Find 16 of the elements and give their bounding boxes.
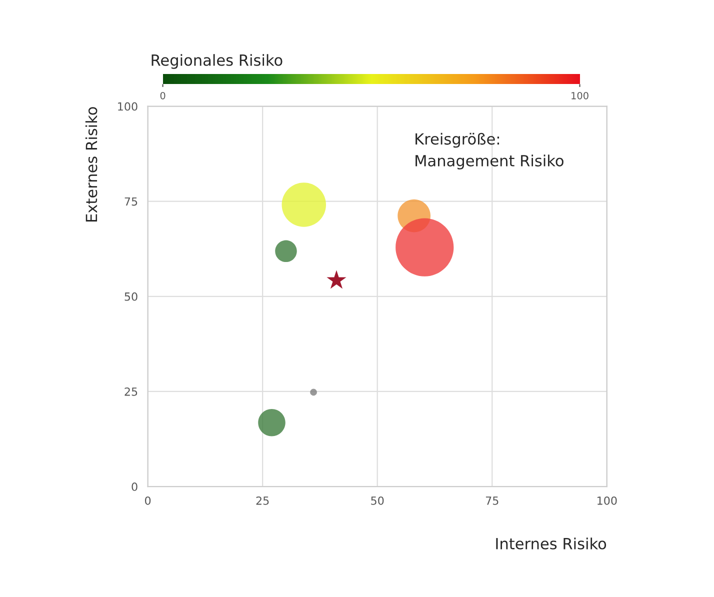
y-tick-label: 75 xyxy=(124,197,138,206)
x-tick-label: 0 xyxy=(144,496,151,505)
x-tick-label: 100 xyxy=(598,496,617,505)
color-bar-title: Regionales Risiko xyxy=(152,54,282,69)
x-tick-label: 25 xyxy=(256,496,269,505)
x-tick-label: 50 xyxy=(371,496,384,505)
annotation: Kreisgröße: Management Risiko xyxy=(416,132,564,170)
x-axis-title: Internes Risiko xyxy=(496,538,606,550)
color-bar-label: 0 xyxy=(160,92,166,100)
y-axis-title: Externes Risiko xyxy=(85,107,98,222)
y-tick-label: 0 xyxy=(132,482,138,491)
y-tick-label: 100 xyxy=(118,102,138,111)
y-tick-label: 50 xyxy=(124,292,138,301)
y-tick-label: 25 xyxy=(124,387,138,396)
color-bar-label: 100 xyxy=(572,92,588,100)
x-tick-label: 75 xyxy=(486,496,498,505)
